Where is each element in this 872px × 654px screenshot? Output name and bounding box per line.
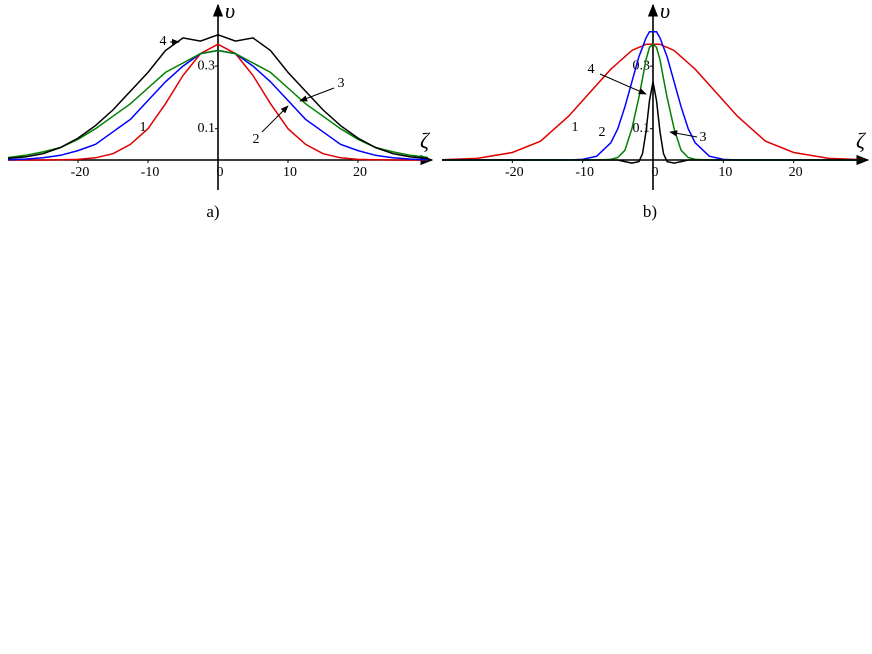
curve-label: 4 xyxy=(588,62,595,77)
x-tick-label: -10 xyxy=(575,165,594,180)
curve xyxy=(7,34,429,160)
curve-label: 1 xyxy=(572,120,579,135)
x-axis-label: ζ xyxy=(420,128,431,153)
x-tick-label: 0 xyxy=(217,165,224,180)
x-tick-label: 10 xyxy=(718,165,732,180)
label-arrow xyxy=(299,87,335,102)
y-tick-label: 0.3 xyxy=(198,58,216,73)
curve xyxy=(442,81,864,164)
label-arrow xyxy=(599,73,647,95)
curve-label: 2 xyxy=(253,132,260,147)
label-arrow xyxy=(669,130,698,138)
y-axis-label: υ xyxy=(225,0,235,23)
x-tick-label: 0 xyxy=(652,165,659,180)
x-tick-label: 10 xyxy=(283,165,297,180)
curve xyxy=(7,49,429,159)
x-tick-label: 20 xyxy=(789,165,803,180)
caption: a) xyxy=(206,202,219,221)
x-tick-label: -20 xyxy=(505,165,524,180)
x-tick-label: 20 xyxy=(353,165,367,180)
x-tick-label: -20 xyxy=(71,165,90,180)
y-tick-label: 0.1 xyxy=(198,121,216,136)
curve-label: 1 xyxy=(140,120,147,135)
label-arrow xyxy=(261,105,289,133)
y-axis-label: υ xyxy=(660,0,670,23)
curve-label: 2 xyxy=(599,125,606,140)
caption: b) xyxy=(643,202,657,221)
curve-label: 3 xyxy=(338,76,345,91)
curve-label: 4 xyxy=(160,34,167,49)
curve-label: 3 xyxy=(700,130,707,145)
x-axis-label: ζ xyxy=(856,128,867,153)
curve xyxy=(8,43,428,161)
x-tick-label: -10 xyxy=(141,165,160,180)
